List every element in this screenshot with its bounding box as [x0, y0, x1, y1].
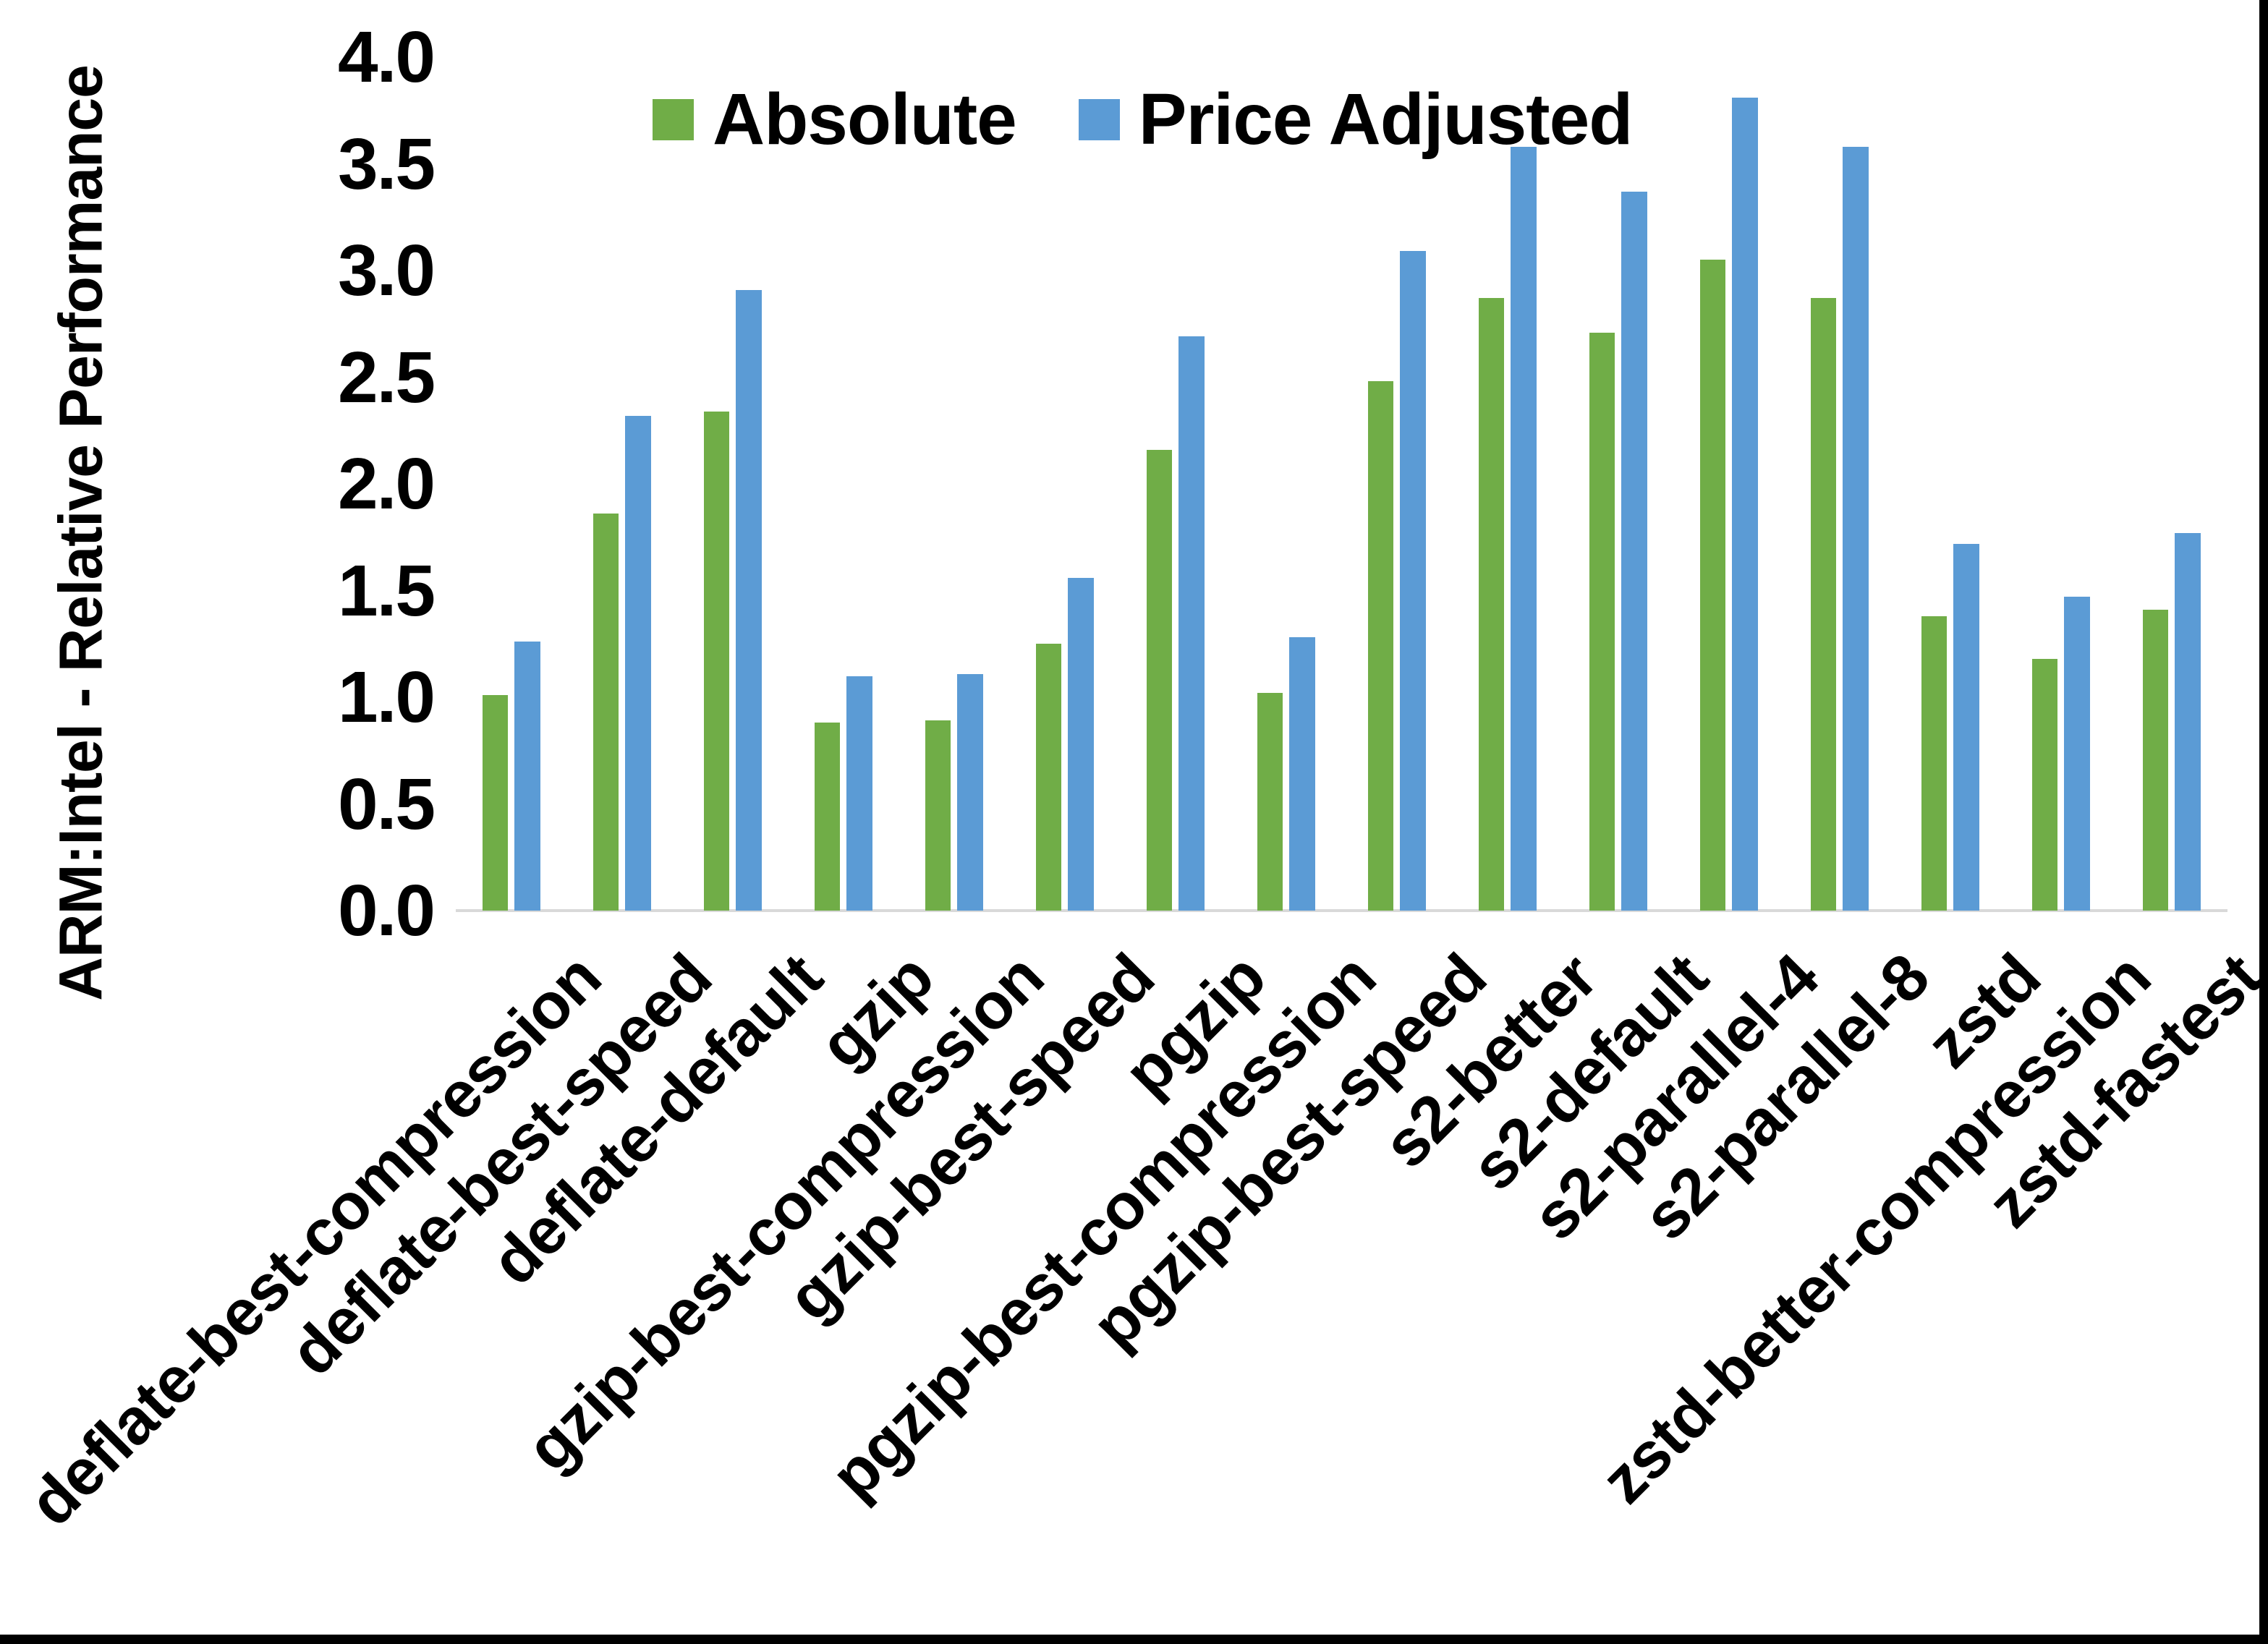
- bar-price-adjusted-s2-default: [1621, 191, 1647, 911]
- bar-absolute-gzip-best-compression: [925, 720, 951, 911]
- y-tick-label: 4.0: [337, 17, 436, 98]
- bar-price-adjusted-zstd-better-compression: [2064, 597, 2090, 911]
- y-tick-label: 2.5: [337, 336, 436, 418]
- y-tick-label: 0.0: [337, 870, 436, 951]
- bar-price-adjusted-deflate-best-compression: [514, 642, 540, 911]
- bar-price-adjusted-s2-parallel-8: [1843, 146, 1869, 911]
- bar-absolute-deflate-best-compression: [483, 695, 508, 911]
- bar-price-adjusted-s2-better: [1511, 146, 1537, 911]
- legend-item-price-adjusted: Price Adjusted: [1078, 78, 1633, 161]
- bar-absolute-pgzip: [1147, 449, 1172, 911]
- bar-absolute-deflate-default: [704, 411, 729, 911]
- y-tick-label: 1.0: [337, 657, 436, 738]
- bar-price-adjusted-zstd-fastest: [2175, 532, 2201, 911]
- bar-absolute-pgzip-best-speed: [1368, 381, 1393, 911]
- bar-absolute-gzip: [815, 723, 840, 911]
- bar-price-adjusted-deflate-best-speed: [625, 415, 651, 911]
- bar-absolute-gzip-best-speed: [1036, 644, 1061, 911]
- bar-price-adjusted-s2-parallel-4: [1732, 98, 1758, 911]
- legend-swatch-price-adjusted-icon: [1078, 99, 1120, 140]
- bar-absolute-zstd: [1921, 616, 1947, 911]
- bar-price-adjusted-pgzip: [1178, 336, 1205, 911]
- bar-price-adjusted-gzip-best-speed: [1068, 577, 1094, 911]
- y-tick-label: 1.5: [337, 550, 436, 631]
- bar-absolute-zstd-fastest: [2143, 610, 2168, 911]
- legend: Absolute Price Adjusted: [653, 78, 1633, 161]
- frame-border-bottom: [0, 1635, 2268, 1644]
- bar-price-adjusted-gzip: [846, 676, 872, 911]
- y-tick-label: 2.0: [337, 443, 436, 524]
- y-axis-title: ARM:Intel - Relative Performance: [46, 65, 115, 1001]
- legend-swatch-absolute-icon: [653, 99, 694, 140]
- bar-absolute-s2-parallel-4: [1700, 260, 1725, 911]
- bar-absolute-s2-better: [1479, 298, 1504, 911]
- legend-item-absolute: Absolute: [653, 78, 1017, 161]
- bar-price-adjusted-pgzip-best-compression: [1289, 637, 1315, 911]
- bar-absolute-zstd-better-compression: [2032, 658, 2057, 911]
- frame-border-right: [2259, 0, 2268, 1644]
- y-tick-label: 3.5: [337, 123, 436, 205]
- y-tick-label: 0.5: [337, 763, 436, 845]
- bar-absolute-deflate-best-speed: [593, 514, 619, 911]
- bar-price-adjusted-pgzip-best-speed: [1400, 251, 1426, 911]
- legend-label-price-adjusted: Price Adjusted: [1138, 79, 1633, 160]
- legend-label-absolute: Absolute: [713, 79, 1017, 160]
- y-tick-label: 3.0: [337, 230, 436, 311]
- bar-price-adjusted-deflate-default: [736, 289, 762, 911]
- bar-absolute-s2-default: [1589, 332, 1615, 911]
- bar-price-adjusted-gzip-best-compression: [957, 673, 983, 911]
- bar-absolute-s2-parallel-8: [1811, 298, 1836, 911]
- x-axis-line: [456, 909, 2227, 912]
- bar-absolute-pgzip-best-compression: [1257, 693, 1283, 911]
- bar-price-adjusted-zstd: [1953, 543, 1979, 911]
